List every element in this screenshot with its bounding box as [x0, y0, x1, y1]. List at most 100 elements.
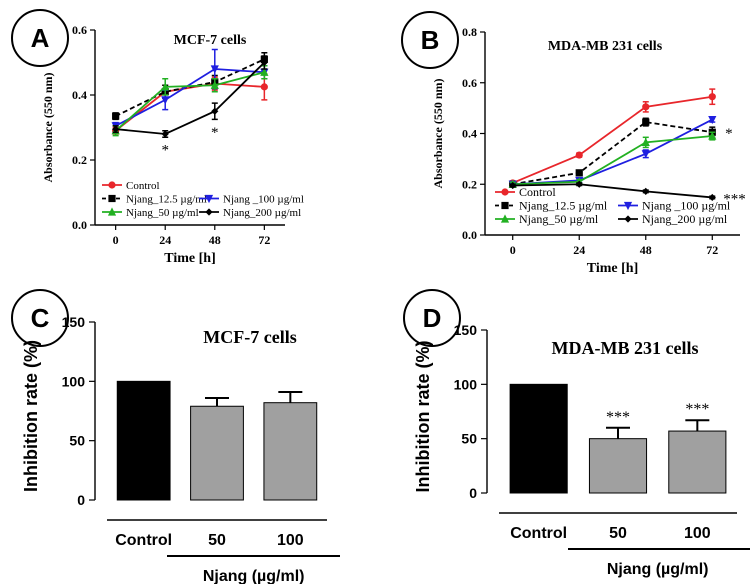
x-tick-label: 24 — [159, 233, 171, 247]
marker-diamond — [708, 193, 716, 202]
x-axis-label: Time [h] — [587, 261, 638, 276]
y-tick-label: 0.6 — [72, 23, 87, 37]
bar — [668, 430, 727, 494]
marker-diamond — [260, 58, 268, 67]
series-1 — [509, 117, 716, 188]
y-tick-label: 150 — [62, 314, 86, 330]
bar — [588, 438, 648, 494]
x-axis-label: Time [h] — [164, 251, 215, 266]
y-tick-label: 0.2 — [72, 153, 87, 167]
y-tick-label: 100 — [62, 373, 86, 389]
panel-D: D 0 50 100 150 Inhibition rate (%) MDA-MB 231 … — [403, 289, 750, 578]
panel-A: A 0.0 0.2 0.4 0.6 0 24 48 72 Time [h] Absorbance (… — [11, 9, 304, 266]
y-axis-label: Absorbance (550 nm) — [431, 78, 445, 188]
marker-diamond — [509, 181, 517, 190]
marker-circle — [108, 181, 116, 189]
category-label: 100 — [684, 525, 711, 542]
legend-label: Njang_12.5 µg/ml — [519, 199, 608, 213]
x-tick-label: 48 — [209, 233, 221, 247]
legend-label: Njang _100 µg/ml — [223, 194, 304, 206]
marker-square — [575, 169, 583, 177]
legend-label: Njang_12.5 µg/ml — [126, 194, 207, 206]
panel-label-circle — [11, 289, 69, 347]
marker-circle — [708, 93, 716, 101]
chart-title: MDA-MB 231 cells — [548, 39, 663, 54]
series-line — [512, 183, 713, 199]
category-label: 50 — [208, 532, 226, 549]
marker-square — [108, 194, 116, 203]
significance-marker: * — [211, 125, 219, 141]
bar — [509, 383, 568, 494]
category-label: Control — [510, 525, 567, 542]
x-tick-label: 72 — [258, 233, 270, 247]
y-tick-label: 0 — [77, 492, 85, 508]
x-tick-label: 72 — [706, 243, 718, 257]
series-line — [115, 71, 265, 132]
significance-marker: *** — [723, 191, 746, 207]
chart-title: MDA-MB 231 cells — [552, 338, 699, 358]
series-2 — [111, 48, 269, 131]
series-4 — [112, 55, 268, 138]
series-line — [512, 95, 713, 184]
legend-label: Njang_50 µg/ml — [519, 212, 599, 226]
legend-label: Njang_200 µg/ml — [642, 212, 728, 226]
panel-label: C — [31, 303, 50, 333]
y-tick-label: 0 — [469, 485, 477, 501]
x-tick-label: 0 — [113, 233, 119, 247]
series-4 — [509, 180, 716, 202]
y-tick-label: 0.0 — [72, 218, 87, 232]
y-axis-label: Inhibition rate (%) — [413, 341, 433, 493]
bar — [116, 380, 171, 501]
legend-label: Njang_50 µg/ml — [126, 207, 199, 219]
significance-marker: *** — [606, 409, 630, 426]
y-tick-label: 0.2 — [462, 177, 477, 191]
marker-square — [642, 118, 650, 126]
y-tick-label: 0.4 — [462, 127, 477, 141]
category-label: 50 — [609, 525, 627, 542]
marker-circle — [642, 103, 650, 111]
legend-label: Njang_200 µg/ml — [223, 207, 301, 219]
legend-label: Control — [126, 180, 160, 192]
significance-marker: * — [725, 126, 733, 142]
marker-diamond — [211, 107, 219, 115]
y-tick-label: 100 — [454, 376, 478, 392]
x-tick-label: 0 — [510, 243, 516, 257]
series-line — [115, 68, 265, 127]
marker-triangle-up — [708, 131, 717, 140]
y-tick-label: 50 — [461, 431, 477, 447]
series-line — [512, 118, 713, 186]
y-tick-label: 0.4 — [72, 88, 87, 102]
y-tick-label: 150 — [454, 322, 478, 338]
series-line — [115, 61, 265, 135]
marker-triangle-up — [641, 137, 650, 146]
panel-label-circle — [401, 11, 459, 69]
panel-C: C 0 50 100 150 Inhibition rate (%) MCF-7 cells… — [11, 289, 340, 584]
x-axis-label: Njang (µg/ml) — [203, 568, 305, 584]
series-line — [115, 58, 265, 117]
marker-square — [501, 201, 509, 210]
marker-triangle-down — [161, 96, 170, 105]
y-tick-label: 0.8 — [462, 25, 477, 39]
y-tick-label: 50 — [69, 433, 85, 449]
x-tick-label: 24 — [573, 243, 585, 257]
panel-label-circle — [403, 289, 461, 347]
chart-title: MCF-7 cells — [174, 33, 247, 48]
chart-title: MCF-7 cells — [203, 327, 296, 347]
marker-triangle-down — [204, 194, 214, 204]
marker-triangle-up — [500, 214, 510, 223]
marker-circle — [260, 83, 268, 91]
marker-diamond — [161, 130, 169, 138]
marker-triangle-up — [161, 82, 170, 91]
marker-diamond — [575, 180, 583, 188]
marker-triangle-down — [641, 150, 650, 159]
significance-marker: *** — [685, 401, 709, 418]
marker-triangle-up — [107, 207, 117, 216]
legend-label: Njang _100 µg/ml — [642, 199, 731, 213]
marker-diamond — [624, 215, 632, 223]
category-label: Control — [115, 532, 172, 549]
y-tick-label: 0.6 — [462, 76, 477, 90]
x-axis-label: Njang (µg/ml) — [607, 561, 709, 578]
